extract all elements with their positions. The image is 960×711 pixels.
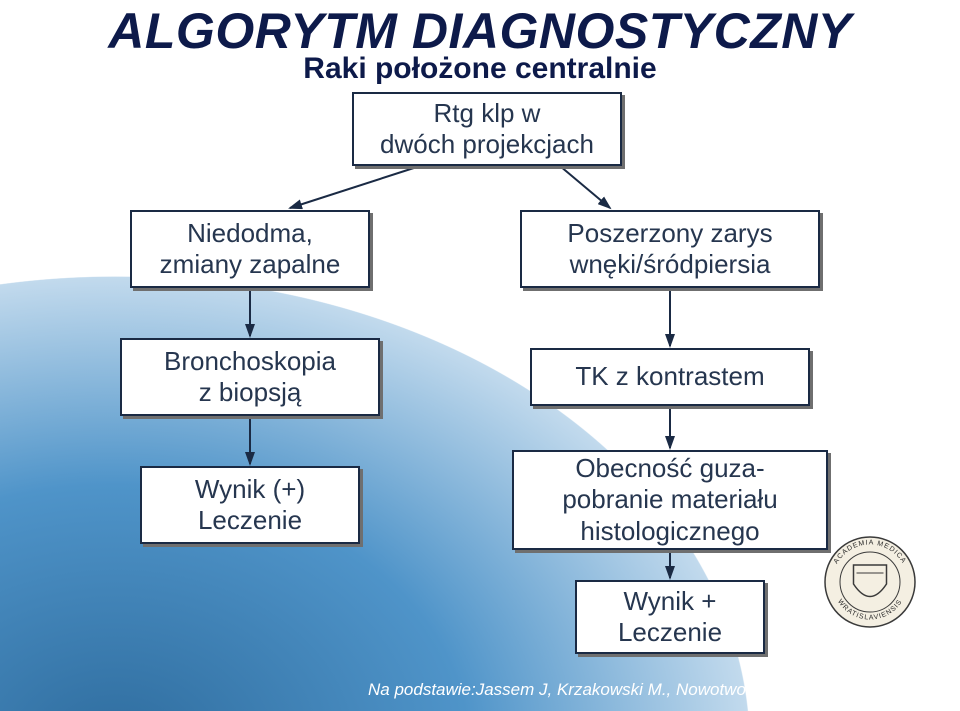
node-b3-line1: Obecność guza- — [575, 453, 764, 483]
node-root-line2: dwóch projekcjach — [380, 129, 594, 159]
node-a2: Bronchoskopia z biopsją — [120, 338, 380, 416]
node-b3-line2: pobranie materiału — [562, 484, 777, 514]
node-a1: Niedodma, zmiany zapalne — [130, 210, 370, 288]
node-a2-line1: Bronchoskopia — [164, 346, 336, 376]
node-b2: TK z kontrastem — [530, 348, 810, 406]
node-b4-line1: Wynik + — [624, 586, 717, 616]
node-a3: Wynik (+) Leczenie — [140, 466, 360, 544]
page-subtitle: Raki położone centralnie — [0, 52, 960, 86]
node-root-line1: Rtg klp w — [434, 98, 541, 128]
node-b1-line2: wnęki/śródpiersia — [570, 249, 771, 279]
node-b3-line3: histologicznego — [580, 516, 759, 546]
node-b1: Poszerzony zarys wnęki/śródpiersia — [520, 210, 820, 288]
node-b3: Obecność guza- pobranie materiału histol… — [512, 450, 828, 550]
node-a3-line2: Leczenie — [198, 505, 302, 535]
node-a2-line2: z biopsją — [199, 377, 302, 407]
node-a1-line2: zmiany zapalne — [160, 249, 341, 279]
node-b1-line1: Poszerzony zarys — [567, 218, 772, 248]
node-a3-line1: Wynik (+) — [195, 474, 305, 504]
footer-citation: Na podstawie:Jassem J, Krzakowski M., No… — [368, 680, 887, 700]
seal-icon: ACADEMIA MEDICAWRATISLAVIENSIS — [823, 535, 917, 629]
node-b4-line2: Leczenie — [618, 617, 722, 647]
node-a1-line1: Niedodma, — [187, 218, 313, 248]
node-root: Rtg klp w dwóch projekcjach — [352, 92, 622, 166]
node-b4: Wynik + Leczenie — [575, 580, 765, 654]
node-b2-line1: TK z kontrastem — [575, 361, 764, 391]
